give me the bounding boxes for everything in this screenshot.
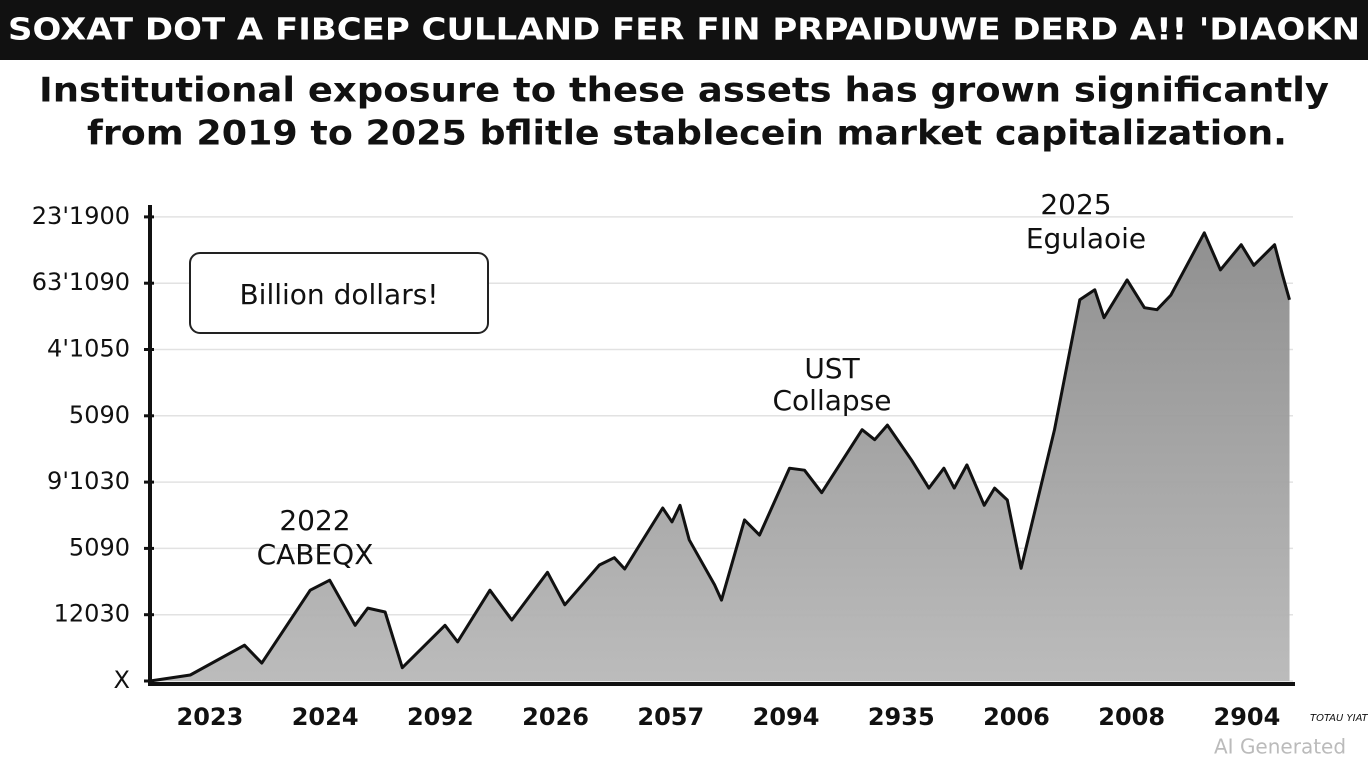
y-tick-label: 9'1030 [47, 467, 130, 495]
y-tick-label: 4'1050 [47, 335, 130, 363]
x-tick-label: 2023 [177, 703, 244, 731]
x-tick-label: 2008 [1098, 703, 1165, 731]
annotation: Billion dollars! [239, 278, 438, 311]
x-tick-label: 2935 [868, 703, 935, 731]
area-fill [150, 232, 1290, 682]
watermark: AI Generated [1214, 735, 1346, 759]
y-tick-label: 5090 [69, 401, 130, 429]
y-tick-label: 5090 [69, 533, 130, 561]
x-tick-label: 2904 [1214, 703, 1281, 731]
x-tick-label: 2024 [292, 703, 359, 731]
annotation: 2022 [279, 504, 350, 537]
y-tick-label: 23'1900 [32, 202, 130, 230]
chart-title: SOXAT DOT A FIBCEP CULLAND FER FIN PRPAI… [8, 13, 1360, 48]
area-line [149, 231, 1291, 683]
annotation: Collapse [773, 384, 892, 417]
y-tick-label: 63'1090 [32, 268, 130, 296]
x-tick-label: 2092 [407, 703, 474, 731]
subtitle: from 2019 to 2025 bflitle stablecein mar… [87, 114, 1287, 154]
y-tick-label: X [114, 666, 130, 694]
x-tick-label: 2057 [637, 703, 704, 731]
x-tick-label: 2026 [522, 703, 589, 731]
annotation: UST [804, 352, 860, 385]
x-tick-label: 2006 [983, 703, 1050, 731]
annotation: Egulaoie [1026, 222, 1146, 255]
y-tick-label: 12030 [54, 600, 130, 628]
title-bar [0, 0, 1368, 60]
plot-area: X 12030 5090 9'1030 5090 4'1050 63'1090 23'1900… [32, 202, 1295, 731]
x-tick-label: 2094 [753, 703, 820, 731]
annotation: CABEQX [257, 538, 374, 571]
annotation-box [189, 252, 489, 334]
subtitle: Institutional exposure to these assets h… [39, 71, 1329, 111]
corner-note: TOTAU YIATE [1310, 713, 1368, 724]
annotation: 2025 [1040, 188, 1111, 221]
